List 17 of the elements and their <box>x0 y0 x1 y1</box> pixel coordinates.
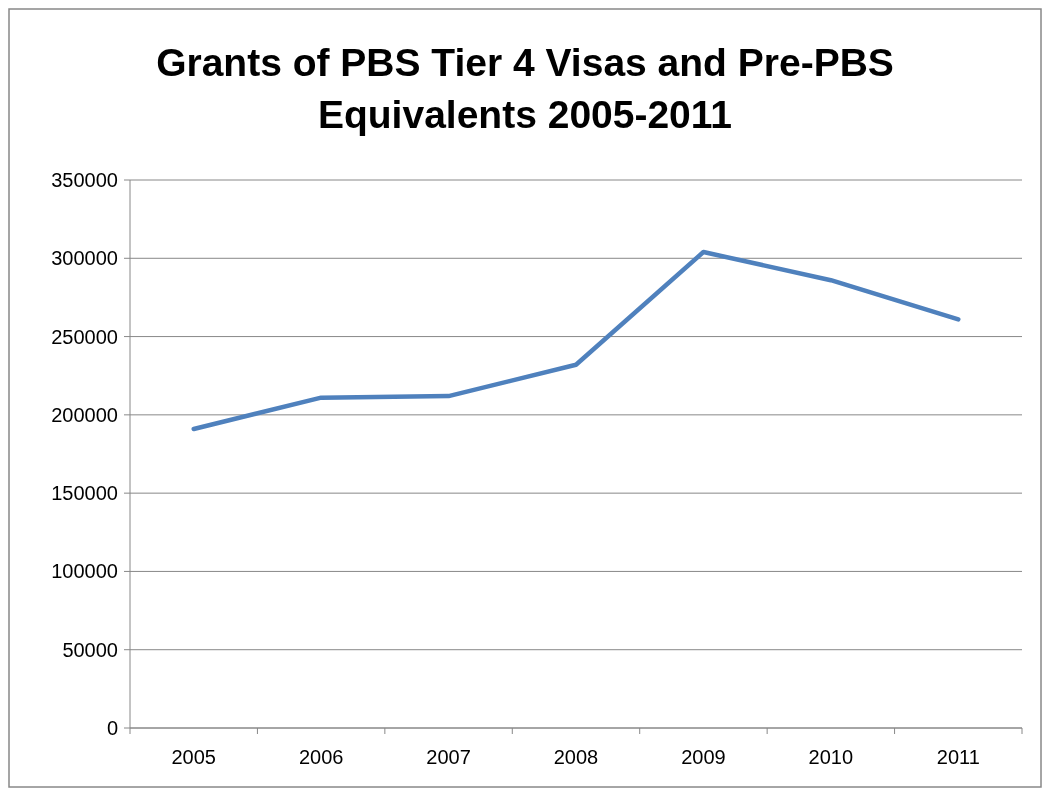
x-tick-label: 2011 <box>936 746 980 768</box>
y-tick-label: 250000 <box>51 325 118 348</box>
y-tick-label: 350000 <box>51 169 118 191</box>
line-series <box>191 249 961 432</box>
x-tick-label: 2005 <box>171 746 216 768</box>
y-tick-label: 200000 <box>51 403 118 426</box>
y-tick-label: 100000 <box>51 560 118 583</box>
y-tick-label: 50000 <box>62 638 118 661</box>
y-tick-label: 0 <box>106 717 118 739</box>
x-tick-label: 2007 <box>426 746 471 768</box>
x-tick-label: 2006 <box>298 746 344 768</box>
x-tick-label: 2009 <box>681 746 726 768</box>
y-tick-label: 300000 <box>51 247 118 270</box>
chart-title: Grants of PBS Tier 4 Visas and Pre-PBS Equivalents 2005-2011 <box>156 41 894 136</box>
x-tick-label: 2008 <box>553 746 599 768</box>
y-tick-label: 150000 <box>51 482 118 505</box>
x-tick-label: 2010 <box>808 746 854 768</box>
